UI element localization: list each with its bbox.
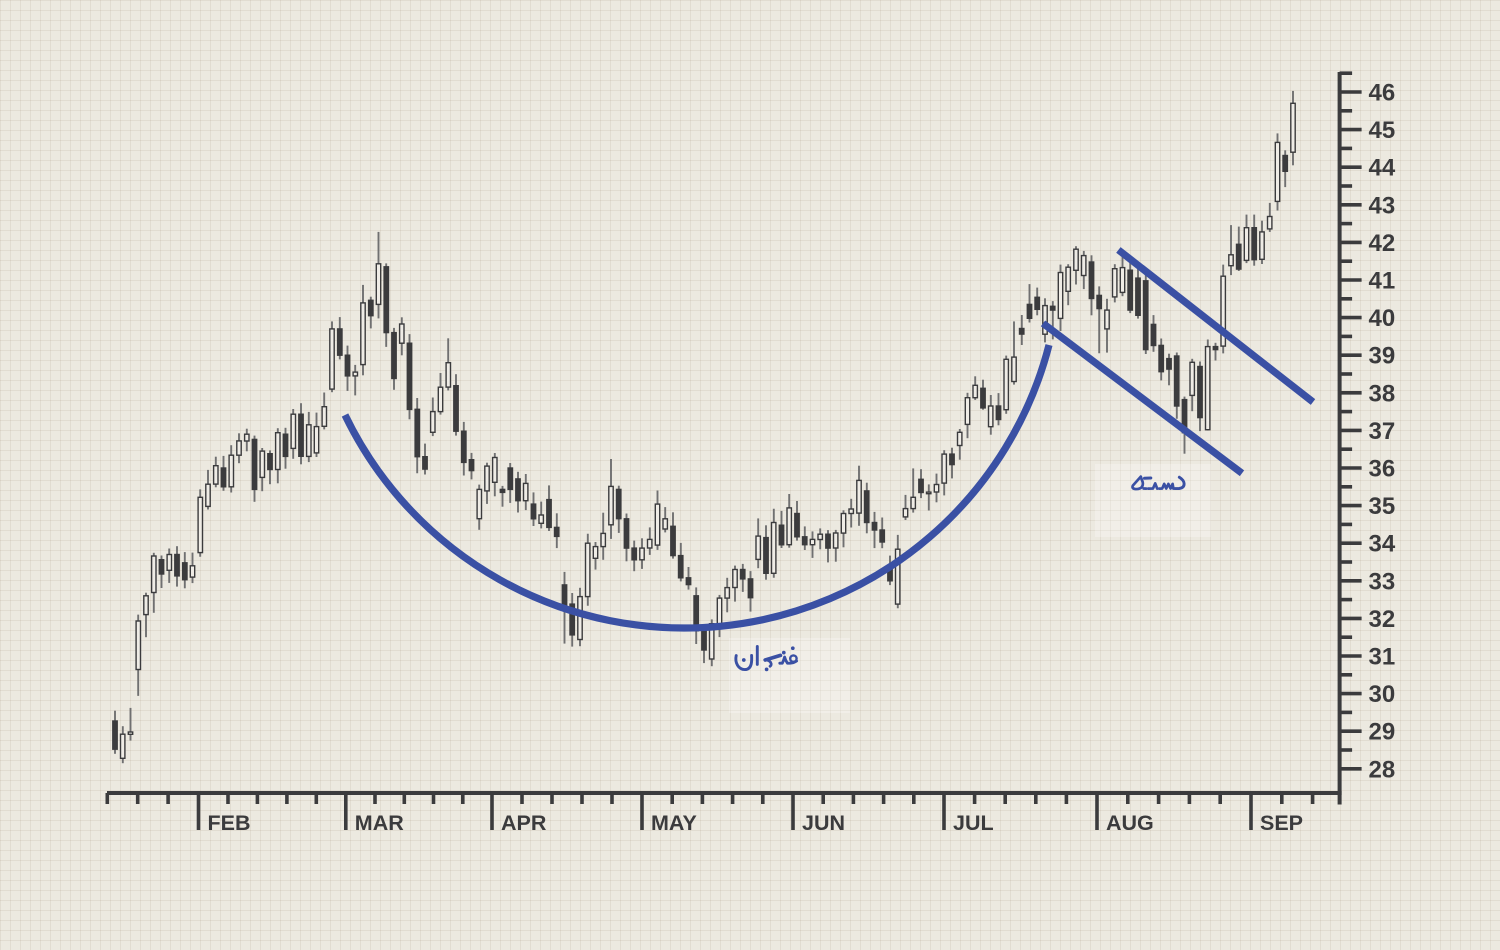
svg-text:46: 46 [1369,80,1396,107]
svg-text:36: 36 [1369,456,1396,483]
svg-text:APR: APR [501,811,547,835]
svg-text:33: 33 [1369,568,1396,595]
svg-text:41: 41 [1369,268,1396,295]
svg-text:AUG: AUG [1106,811,1154,835]
svg-text:42: 42 [1369,230,1396,257]
svg-text:44: 44 [1369,155,1396,182]
svg-text:35: 35 [1369,493,1396,520]
svg-text:43: 43 [1369,192,1396,219]
svg-text:34: 34 [1369,531,1396,558]
svg-text:31: 31 [1369,644,1396,671]
svg-text:30: 30 [1369,681,1396,708]
svg-text:JUL: JUL [953,811,994,835]
svg-text:FEB: FEB [208,811,251,835]
svg-text:39: 39 [1369,343,1396,370]
svg-text:MAR: MAR [355,811,404,835]
svg-text:38: 38 [1369,380,1396,407]
svg-text:MAY: MAY [651,811,697,835]
svg-text:29: 29 [1369,719,1396,746]
svg-text:45: 45 [1369,117,1396,144]
svg-text:32: 32 [1369,606,1396,633]
svg-text:SEP: SEP [1260,811,1303,835]
svg-text:37: 37 [1369,418,1396,445]
svg-text:40: 40 [1369,305,1396,332]
svg-text:JUN: JUN [802,811,845,835]
svg-text:28: 28 [1369,756,1396,783]
